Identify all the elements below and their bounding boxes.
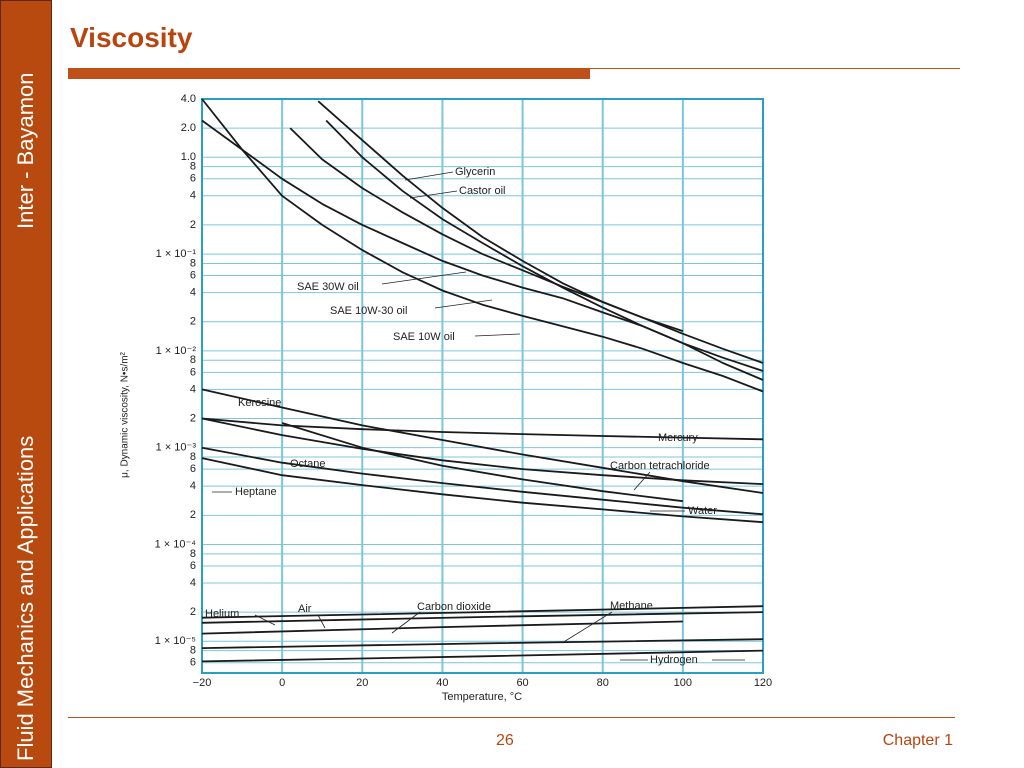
y-tick-label: 4 (190, 286, 196, 298)
y-tick-label: 8 (190, 645, 196, 657)
chapter: Chapter 1 (882, 732, 953, 749)
series-label: Heptane (235, 486, 277, 498)
y-tick-label: 4 (190, 190, 196, 202)
series-label: Mercury (658, 432, 698, 444)
y-tick-label: 6 (190, 173, 196, 185)
y-tick-label: 8 (190, 451, 196, 463)
y-tick-label: 2 (190, 316, 196, 328)
y-tick-label: 1 × 10⁻¹ (156, 248, 197, 260)
leader-line (317, 614, 326, 629)
series-line (201, 417, 764, 485)
series-line (201, 649, 764, 663)
leader-line (474, 333, 521, 337)
leader-line (404, 171, 454, 181)
y-tick-label: 1.0 (181, 151, 196, 163)
series-line (317, 100, 684, 332)
x-tick-label: 60 (516, 677, 528, 689)
y-tick-label: 8 (190, 548, 196, 560)
series-label: Kerosine (238, 397, 281, 409)
series-label: Air (298, 603, 312, 615)
series-line (201, 605, 764, 619)
page-number: 26 (496, 732, 514, 749)
y-tick-label: 2 (190, 219, 196, 231)
series-line (201, 417, 764, 441)
leader-line (633, 471, 651, 491)
series-label: SAE 30W oil (297, 281, 359, 293)
y-tick-label: 8 (190, 257, 196, 269)
x-axis-label: Temperature, °C (442, 691, 522, 703)
series-line (281, 422, 684, 503)
x-tick-label: 100 (674, 677, 692, 689)
y-tick-label: 6 (190, 366, 196, 378)
y-tick-label: 4.0 (181, 93, 196, 105)
y-tick-label: 8 (190, 161, 196, 173)
y-tick-label: 1 × 10⁻³ (156, 442, 197, 454)
series-line (201, 620, 683, 635)
x-tick-label: 120 (754, 677, 772, 689)
y-tick-label: 2 (190, 606, 196, 618)
y-tick-label: 6 (190, 269, 196, 281)
x-tick-label: 20 (356, 677, 368, 689)
slide-title: Viscosity (70, 22, 193, 53)
x-tick-label: 80 (597, 677, 609, 689)
title-rule (590, 68, 960, 69)
series-line (201, 119, 764, 372)
y-tick-label: 4 (190, 577, 196, 589)
sidebar: Fluid Mechanics and Applications Inter -… (0, 0, 52, 768)
series-line (201, 457, 764, 524)
plot-frame (201, 98, 764, 674)
series-label: SAE 10W oil (393, 331, 455, 343)
series-label: Methane (610, 600, 653, 612)
y-tick-label: 4 (190, 383, 196, 395)
leader-line (409, 190, 458, 199)
leader-line (381, 271, 467, 285)
series-label: Helium (205, 608, 239, 620)
leader-line (561, 611, 613, 644)
x-tick-label: 40 (436, 677, 448, 689)
leader-line (254, 614, 276, 626)
y-tick-label: 2 (190, 412, 196, 424)
series-label: Castor oil (459, 185, 505, 197)
footer-rule (68, 717, 955, 718)
y-tick-label: 8 (190, 354, 196, 366)
series-line (201, 446, 764, 516)
series-line (201, 98, 764, 393)
y-tick-label: 2 (190, 509, 196, 521)
series-label: SAE 10W-30 oil (330, 305, 407, 317)
y-tick-label: 1 × 10⁻² (156, 345, 197, 357)
y-tick-label: 2.0 (181, 122, 196, 134)
y-tick-label: 4 (190, 480, 196, 492)
leader-line (434, 299, 493, 309)
y-axis-label: μ, Dynamic viscosity, N•s/m² (120, 351, 131, 477)
series-line (325, 119, 764, 381)
y-tick-label: 6 (190, 560, 196, 572)
series-line (201, 611, 764, 624)
y-tick-label: 6 (190, 463, 196, 475)
title-bar (68, 68, 590, 79)
series-line (289, 127, 764, 364)
series-label: Octane (290, 458, 325, 470)
series-line (201, 638, 764, 649)
leader-line (391, 611, 421, 634)
x-tick-label: −20 (193, 677, 212, 689)
series-label: Carbon tetrachloride (610, 460, 710, 472)
x-tick-label: 0 (279, 677, 285, 689)
series-label: Glycerin (455, 166, 495, 178)
y-tick-label: 1 × 10⁻⁴ (155, 538, 197, 550)
series-label: Hydrogen (650, 654, 698, 666)
series-label: Carbon dioxide (417, 601, 491, 613)
y-tick-label: 1 × 10⁻⁵ (155, 635, 196, 647)
series-label: Water (688, 505, 717, 517)
y-tick-label: 6 (190, 657, 196, 669)
